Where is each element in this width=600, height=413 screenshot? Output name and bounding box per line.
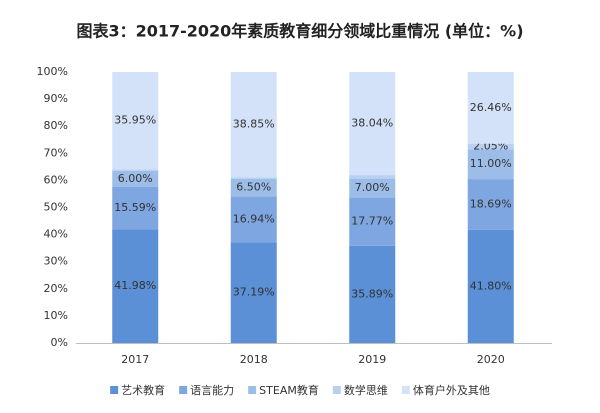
bar-segment <box>112 229 159 343</box>
bar-segment <box>112 169 159 171</box>
value-label: 41.80% <box>470 279 512 292</box>
y-tick-label: 40% <box>44 228 68 241</box>
legend-swatch <box>248 386 257 394</box>
value-label: 35.89% <box>351 287 393 300</box>
value-label: 41.98% <box>114 279 156 292</box>
legend-swatch <box>332 386 341 394</box>
legend-swatch <box>179 386 188 394</box>
bar-segment <box>230 242 277 343</box>
legend-swatch <box>401 386 410 394</box>
value-label: 17.77% <box>351 215 393 228</box>
bar-segment <box>349 175 396 179</box>
y-tick-label: 70% <box>44 146 68 159</box>
y-tick-label: 60% <box>44 173 68 186</box>
bar-segment <box>349 178 396 198</box>
chart-title: 图表3：2017-2020年素质教育细分领域比重情况 (单位：%) <box>76 22 523 41</box>
x-tick-label: 2020 <box>477 353 505 366</box>
value-label: 37.19% <box>233 286 275 299</box>
value-label: 26.46% <box>470 101 512 114</box>
y-tick-label: 50% <box>44 201 68 214</box>
y-tick-label: 90% <box>44 92 68 105</box>
value-label: 38.04% <box>351 117 393 130</box>
y-tick-label: 30% <box>44 255 68 268</box>
value-label: 35.95% <box>114 114 156 127</box>
bar-segment <box>112 72 159 170</box>
bar-segment <box>230 178 277 197</box>
legend-swatch <box>110 386 119 394</box>
y-tick-label: 0% <box>51 336 68 349</box>
bar-segment <box>349 72 396 176</box>
bar-segment <box>112 170 159 187</box>
bar-segment <box>112 186 159 230</box>
bar-segment <box>230 72 277 178</box>
legend: 艺术教育 语言能力 STEAM教育 数学思维 体育户外及其他 <box>110 383 490 397</box>
legend-label: 艺术教育 <box>121 383 165 397</box>
x-tick-label: 2018 <box>240 353 268 366</box>
bar-segment <box>467 229 514 343</box>
value-label: 6.50% <box>236 181 271 194</box>
bar-segment <box>349 245 396 343</box>
value-label: 7.00% <box>355 181 390 194</box>
y-tick-label: 100% <box>37 65 68 78</box>
bar-segment <box>230 196 277 243</box>
x-tick-label: 2019 <box>358 353 386 366</box>
bar-segment <box>230 177 277 179</box>
bar-segment <box>467 72 514 144</box>
bar-segment <box>349 197 396 246</box>
legend-label: 体育户外及其他 <box>413 383 490 397</box>
legend-label: 数学思维 <box>344 383 388 397</box>
value-label: 6.00% <box>118 172 153 185</box>
y-tick-label: 20% <box>44 282 68 295</box>
bar-segment <box>467 143 514 150</box>
y-tick-label: 80% <box>44 119 68 132</box>
bar-segment <box>467 149 514 180</box>
value-label: 16.94% <box>233 212 275 225</box>
y-tick-label: 10% <box>44 309 68 322</box>
x-tick-label: 2017 <box>121 353 149 366</box>
legend-label: STEAM教育 <box>259 383 319 397</box>
value-label: 15.59% <box>114 201 156 214</box>
value-label: 18.69% <box>470 197 512 210</box>
bar-segment <box>467 179 514 230</box>
legend-label: 语言能力 <box>190 383 234 397</box>
value-label: 38.85% <box>233 118 275 131</box>
value-label: 11.00% <box>470 157 512 170</box>
